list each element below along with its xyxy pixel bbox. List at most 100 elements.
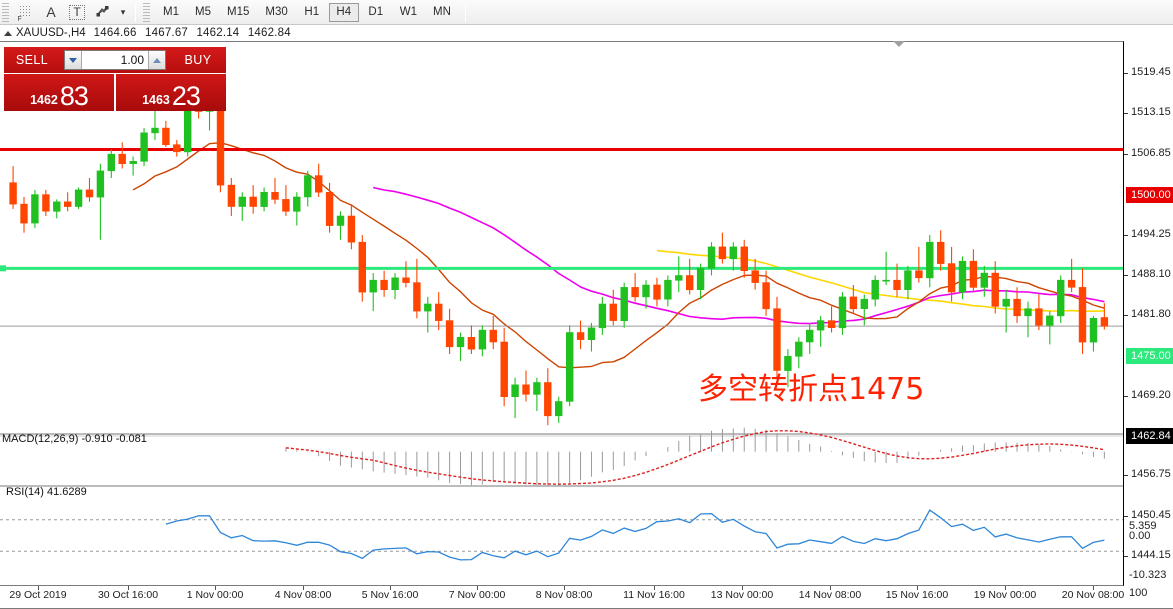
objects-dropdown-caret-icon[interactable]: ▾ xyxy=(120,6,126,17)
price-tick xyxy=(1124,396,1128,397)
price-tick xyxy=(1124,315,1128,316)
time-axis-label: 1 Nov 00:00 xyxy=(186,589,244,601)
price-tick xyxy=(1124,113,1128,114)
indicator-axis-label: 0.00 xyxy=(1129,530,1151,542)
price-axis-label: 1519.45 xyxy=(1131,66,1171,78)
sell-button[interactable]: SELL xyxy=(4,47,60,73)
price-axis-label: 1456.75 xyxy=(1131,468,1171,480)
objects-icon[interactable] xyxy=(90,2,116,23)
time-axis-label: 14 Nov 08:00 xyxy=(798,589,862,601)
time-axis-label: 5 Nov 16:00 xyxy=(361,589,419,601)
price-tick xyxy=(1124,516,1128,517)
price-badge-red: 1500.00 xyxy=(1126,187,1173,203)
time-tick xyxy=(654,586,655,590)
macd-label: MACD(12,26,9) -0.910 -0.081 xyxy=(2,433,147,445)
price-axis-label: 1481.80 xyxy=(1131,308,1171,320)
indicator-axis-label: 5.359 xyxy=(1129,520,1157,532)
time-axis-label: 7 Nov 00:00 xyxy=(448,589,506,601)
time-axis-label: 15 Nov 16:00 xyxy=(885,589,949,601)
price-tick xyxy=(1124,73,1128,74)
timeframe-w1[interactable]: W1 xyxy=(399,6,417,18)
one-click-trading-panel[interactable]: SELL 1.00 BUY 1462 83 1463 xyxy=(4,47,226,111)
price-axis-label: 1494.25 xyxy=(1131,228,1171,240)
timeframe-group: M1 M5 M15 M30 H1 H4 D1 W1 MN xyxy=(155,2,459,22)
price-tick xyxy=(1124,154,1128,155)
time-tick xyxy=(390,586,391,590)
toolbar-grip[interactable] xyxy=(2,2,9,22)
level-line-markers xyxy=(0,265,6,272)
horizontal-level-lines xyxy=(0,147,1123,327)
sell-price-pips: 83 xyxy=(59,81,89,111)
volume-up-icon[interactable] xyxy=(148,51,165,69)
timeframe-mn[interactable]: MN xyxy=(433,6,451,18)
crosshair-icon[interactable]: F xyxy=(12,2,38,23)
text-label-icon[interactable]: A xyxy=(46,4,56,20)
time-tick xyxy=(1093,586,1094,590)
buy-price-quote[interactable]: 1463 23 xyxy=(116,74,226,111)
chart-area[interactable]: 1519.45 1513.15 1506.85 1494.25 1488.10 1481.… xyxy=(0,41,1173,609)
time-tick xyxy=(830,586,831,590)
rsi-indicator xyxy=(0,509,1123,561)
time-axis-label: 13 Nov 00:00 xyxy=(710,589,774,601)
toolbar-separator xyxy=(135,2,136,22)
time-tick xyxy=(303,586,304,590)
timeframe-m1[interactable]: M1 xyxy=(163,6,179,18)
text-box-icon[interactable]: T xyxy=(64,2,90,23)
buy-price-pips: 23 xyxy=(171,81,201,111)
buy-price-big-figure: 1463 xyxy=(142,93,170,107)
time-axis-label: 30 Oct 16:00 xyxy=(97,589,159,601)
volume-down-icon[interactable] xyxy=(65,51,82,69)
timeframe-grip[interactable] xyxy=(143,2,150,22)
moving-average-lines xyxy=(132,142,1105,369)
time-tick xyxy=(742,586,743,590)
sell-price-quote[interactable]: 1462 83 xyxy=(4,74,114,111)
price-tick xyxy=(1124,275,1128,276)
price-badge-black: 1462.84 xyxy=(1126,428,1173,444)
time-axis-label: 20 Nov 08:00 xyxy=(1061,589,1125,601)
price-axis-label: 1513.15 xyxy=(1131,106,1171,118)
timeframe-d1[interactable]: D1 xyxy=(368,6,384,18)
price-tick xyxy=(1124,235,1128,236)
time-tick xyxy=(477,586,478,590)
timeframe-h4[interactable]: H4 xyxy=(328,2,359,22)
price-axis-label: 1444.15 xyxy=(1131,549,1171,561)
chart-annotation-text[interactable]: 多空转折点1475 xyxy=(698,372,925,407)
trade-panel-top-row: SELL 1.00 BUY xyxy=(4,47,226,73)
price-axis-label: 1506.85 xyxy=(1131,147,1171,159)
time-axis-label: 4 Nov 08:00 xyxy=(274,589,332,601)
price-tick xyxy=(1124,475,1128,476)
toolbar: F A T ▾ M1 M5 M15 M30 H1 H4 D1 W1 MN xyxy=(0,0,1173,25)
timeframe-m15[interactable]: M15 xyxy=(227,6,250,18)
time-tick xyxy=(215,586,216,590)
collapse-triangle-icon[interactable] xyxy=(4,30,12,36)
volume-value[interactable]: 1.00 xyxy=(82,51,148,69)
volume-input-box[interactable]: 1.00 xyxy=(64,50,166,70)
timeframe-m30[interactable]: M30 xyxy=(265,6,288,18)
price-axis-label: 1488.10 xyxy=(1131,268,1171,280)
rsi-label: RSI(14) 41.6289 xyxy=(6,486,87,498)
price-axis-label: 1450.45 xyxy=(1131,509,1171,521)
timeframe-h1[interactable]: H1 xyxy=(304,6,320,18)
time-axis-label: 19 Nov 00:00 xyxy=(973,589,1037,601)
sell-price-big-figure: 1462 xyxy=(30,93,58,107)
trade-panel-quotes: 1462 83 1463 23 xyxy=(4,74,226,111)
time-tick xyxy=(917,586,918,590)
time-tick xyxy=(38,586,39,590)
ohlc-high: 1467.67 xyxy=(145,27,189,39)
time-tick xyxy=(564,586,565,590)
price-axis[interactable]: 1519.45 1513.15 1506.85 1494.25 1488.10 1481.… xyxy=(1124,41,1173,586)
price-plot xyxy=(0,90,1123,561)
time-axis[interactable]: 29 Oct 2019 30 Oct 16:00 1 Nov 00:00 4 Nov … xyxy=(0,586,1173,609)
time-axis-label: 29 Oct 2019 xyxy=(9,589,67,601)
time-tick xyxy=(1005,586,1006,590)
indicator-axis-label: -10.323 xyxy=(1129,569,1167,581)
ohlc-low: 1462.14 xyxy=(196,27,240,39)
plot-frame[interactable] xyxy=(0,41,1124,586)
ohlc-close: 1462.84 xyxy=(247,27,291,39)
ohlc-open: 1464.66 xyxy=(93,27,137,39)
buy-button[interactable]: BUY xyxy=(170,47,226,73)
indicator-axis-label: 100 xyxy=(1129,587,1148,599)
scroll-marker-icon[interactable] xyxy=(893,41,905,47)
timeframe-m5[interactable]: M5 xyxy=(195,6,211,18)
